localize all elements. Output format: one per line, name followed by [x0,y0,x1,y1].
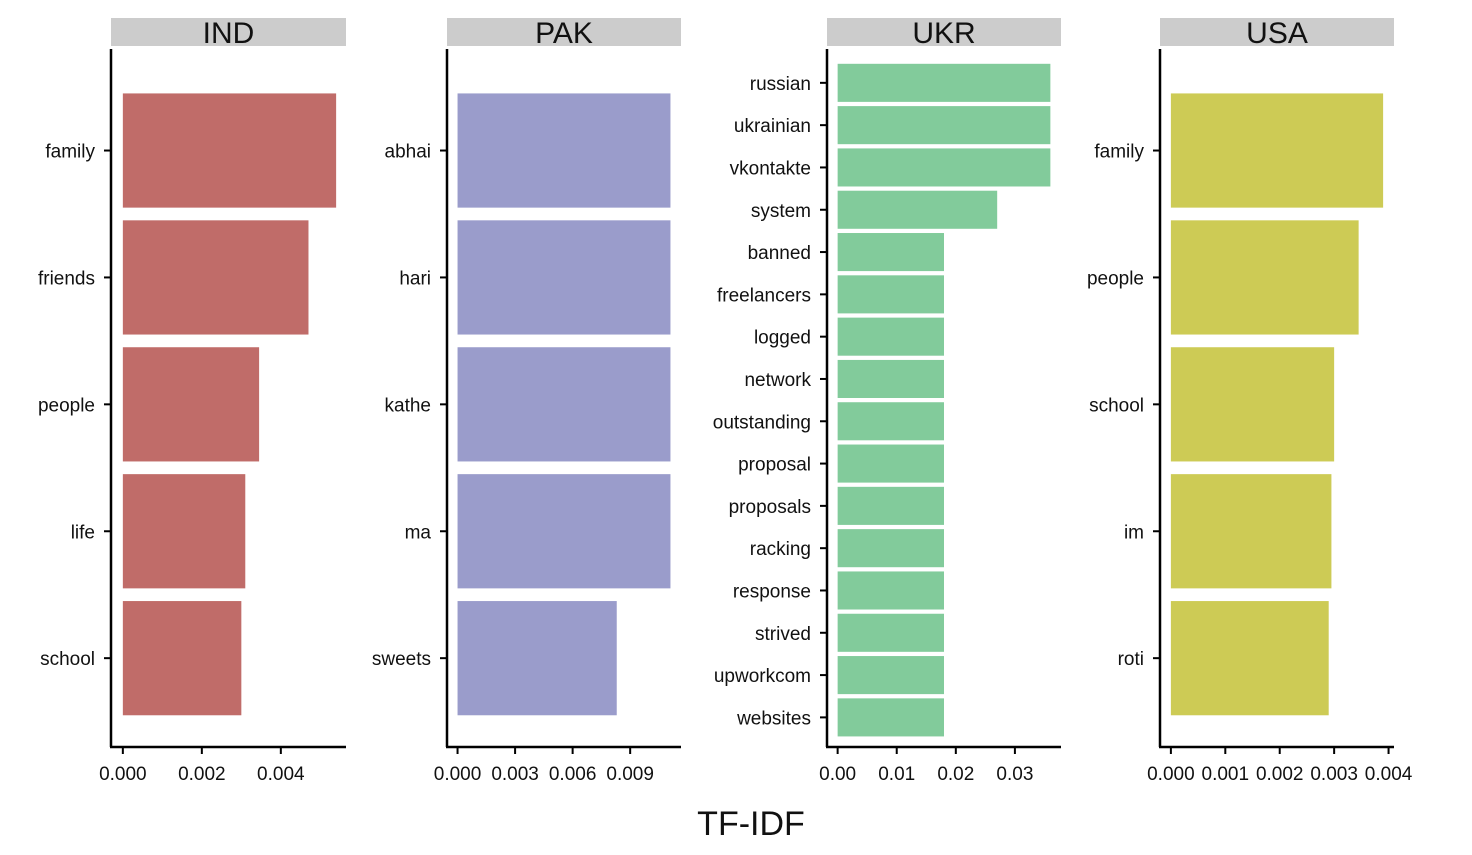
y-tick-label: family [45,142,95,163]
x-tick-label: 0.001 [1202,764,1250,785]
x-tick-label: 0.03 [996,764,1033,785]
y-tick-label: outstanding [713,412,811,433]
bar [837,486,944,525]
bar [122,93,337,208]
bar [1170,601,1329,716]
bar [1170,347,1335,462]
bar [837,233,944,272]
y-tick-label: people [1087,268,1144,289]
y-tick-label: network [744,370,811,391]
facet-strip-label: IND [203,17,255,50]
y-tick-label: friends [38,268,95,289]
bar [837,656,944,695]
bar [1170,93,1384,208]
facet-panel-ind: IND family friends people life school 0.000 0.0… [38,17,346,785]
x-tick-label: 0.000 [99,764,147,785]
y-tick-label: banned [748,243,811,264]
x-tick-label: 0.003 [491,764,539,785]
y-tick-label: hari [399,268,431,289]
x-tick-label: 0.01 [878,764,915,785]
bar [1170,220,1359,335]
facet-strip [111,18,346,46]
x-tick-label: 0.00 [819,764,856,785]
bar [122,474,246,589]
y-tick-label: vkontakte [730,158,811,179]
y-tick-label: life [71,522,95,543]
y-tick-label: websites [736,708,811,729]
y-tick-label: sweets [372,649,431,670]
y-tick-label: ukrainian [734,116,811,137]
y-tick-label: strived [755,624,811,645]
y-tick-label: school [1089,395,1144,416]
bar [1170,474,1332,589]
facet-strip [1160,18,1394,46]
facet-strip-label: UKR [912,17,975,50]
y-tick-label: kathe [385,395,431,416]
facet-strip-label: USA [1246,17,1308,50]
facet-panel-usa: USA family people school im roti 0.000 0.001 0.0… [1087,17,1413,785]
x-tick-label: 0.003 [1310,764,1358,785]
facet-strip-label: PAK [535,17,593,50]
x-tick-label: 0.02 [937,764,974,785]
bar [837,359,944,398]
facet-strip [827,18,1061,46]
facet-strip [447,18,681,46]
y-tick-label: roti [1118,649,1144,670]
bar [837,698,944,737]
bar [837,63,1051,102]
x-tick-label: 0.002 [178,764,226,785]
bar [457,93,671,208]
y-tick-label: im [1124,522,1144,543]
x-tick-label: 0.000 [1147,764,1195,785]
y-tick-label: system [751,201,811,222]
bar [837,571,944,610]
y-tick-label: proposals [729,497,811,518]
x-tick-label: 0.004 [257,764,305,785]
bar [837,317,944,356]
bar [457,474,671,589]
bar [122,220,309,335]
y-tick-label: freelancers [717,285,811,306]
x-tick-label: 0.002 [1256,764,1304,785]
y-tick-label: racking [750,539,811,560]
bar [837,148,1051,187]
bar [837,106,1051,145]
bar [122,601,242,716]
bar [457,347,671,462]
bar [837,444,944,483]
y-tick-label: russian [750,74,811,95]
y-tick-label: upworkcom [714,666,811,687]
x-tick-label: 0.009 [606,764,654,785]
y-tick-label: proposal [738,455,811,476]
bar [837,190,998,229]
x-axis-title: TF-IDF [697,805,805,843]
bar [122,347,260,462]
y-tick-label: family [1094,142,1144,163]
bar [457,220,671,335]
facet-panel-ukr: UKR russian ukrainian vkontakte system banned… [713,17,1061,785]
y-tick-label: school [40,649,95,670]
y-tick-label: people [38,395,95,416]
y-tick-label: response [733,581,811,602]
bar [457,601,617,716]
bar [837,529,944,568]
bar [837,275,944,314]
x-tick-label: 0.000 [434,764,482,785]
y-tick-label: logged [754,328,811,349]
x-tick-label: 0.006 [549,764,597,785]
y-tick-label: ma [405,522,432,543]
x-tick-label: 0.004 [1365,764,1413,785]
bar [837,402,944,441]
facet-panel-pak: PAK abhai hari kathe ma sweets 0.000 0.003 0.006… [372,17,681,785]
bar [837,613,944,652]
y-tick-label: abhai [385,142,432,163]
